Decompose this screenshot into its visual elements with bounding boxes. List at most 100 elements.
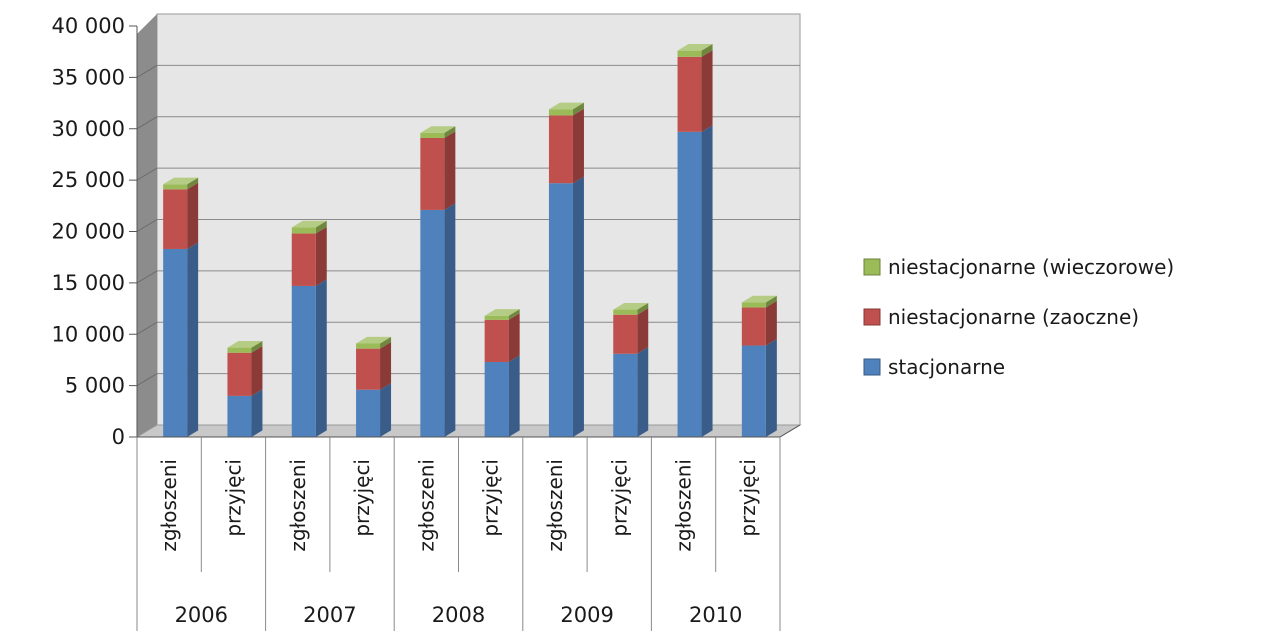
bar-front xyxy=(613,314,638,354)
bar-side xyxy=(572,108,584,184)
legend-label: niestacjonarne (wieczorowe) xyxy=(888,255,1174,279)
bar-front xyxy=(227,352,252,396)
legend-label: stacjonarne xyxy=(888,355,1005,379)
category-label: zgłoszeni xyxy=(414,459,438,552)
bar-side xyxy=(251,389,263,437)
bar-segment xyxy=(420,131,456,210)
x-axis: zgłoszeni przyjęci zgłoszeni przyjęci zgłosz… xyxy=(136,424,801,631)
bar-front xyxy=(163,189,188,249)
category-label: zgłoszeni xyxy=(543,459,567,552)
bar-segment xyxy=(484,313,520,362)
bar-side xyxy=(701,125,713,438)
bar-side xyxy=(444,203,456,437)
y-axis: 0 5 000 10 000 15 000 20 000 25 000 30 000 35 0… xyxy=(52,14,138,449)
bar-segment xyxy=(227,341,263,353)
bar-front xyxy=(613,309,638,315)
category-label: przyjęci xyxy=(607,459,631,537)
bar-segment xyxy=(741,338,777,437)
bar-side xyxy=(701,44,713,57)
bar-side xyxy=(444,131,456,210)
bar-segment xyxy=(163,242,199,437)
bar-top xyxy=(163,177,199,185)
gridline-side xyxy=(136,373,158,387)
bar-segment xyxy=(548,176,584,438)
legend-item: stacjonarne xyxy=(863,355,1005,379)
bar-segment xyxy=(548,102,584,116)
bar-side xyxy=(508,313,520,362)
bar-top xyxy=(291,220,327,228)
bar-top xyxy=(484,309,520,316)
gridline-side xyxy=(136,270,158,284)
bar-front xyxy=(677,56,702,132)
bar-side xyxy=(637,347,649,437)
bar-segment xyxy=(420,126,456,138)
bar-front xyxy=(356,389,381,437)
bar-segment xyxy=(613,347,649,437)
bar-segment xyxy=(291,226,327,286)
bar-side xyxy=(508,355,520,437)
y-tick-label: 25 000 xyxy=(52,168,125,192)
bar-front xyxy=(420,209,445,437)
bar-side xyxy=(572,176,584,438)
bar-segment xyxy=(163,182,199,249)
bar-top xyxy=(356,336,392,344)
group-label: 2010 xyxy=(689,603,742,627)
bar-side xyxy=(380,383,392,437)
y-tick-label: 5 000 xyxy=(65,374,125,398)
bar-front xyxy=(356,348,381,390)
category-label: przyjęci xyxy=(479,459,503,537)
bar-segment xyxy=(356,342,392,390)
bar-side xyxy=(444,126,456,138)
bar-front xyxy=(291,285,316,437)
bar-front xyxy=(741,302,766,308)
legend: niestacjonarne (wieczorowe) niestacjonarn… xyxy=(863,255,1174,379)
y-tick-label: 40 000 xyxy=(52,14,125,38)
gridline-side xyxy=(136,116,158,130)
y-tick-label: 20 000 xyxy=(52,220,125,244)
bars xyxy=(163,44,777,438)
bar-side xyxy=(380,342,392,390)
bar-side xyxy=(765,300,777,346)
bar-front xyxy=(420,132,445,138)
bar-front xyxy=(291,233,316,286)
group-label: 2006 xyxy=(175,603,228,627)
bar-side xyxy=(572,102,584,116)
bar-front xyxy=(227,395,252,437)
category-label: przyjęci xyxy=(350,459,374,537)
bar-segment xyxy=(741,295,777,308)
legend-swatch xyxy=(863,258,881,276)
bar-segment xyxy=(291,279,327,437)
category-label: zgłoszeni xyxy=(286,459,310,552)
bar-side xyxy=(315,279,327,437)
bar-segment xyxy=(741,300,777,346)
bar-segment xyxy=(227,389,263,437)
y-tick-label: 30 000 xyxy=(52,117,125,141)
group-label: 2007 xyxy=(303,603,356,627)
bar-side xyxy=(508,309,520,320)
bar-top xyxy=(677,44,713,51)
bar-front xyxy=(484,315,509,320)
bar-front xyxy=(163,184,188,190)
legend-label: niestacjonarne (zaoczne) xyxy=(888,305,1139,329)
bar-segment xyxy=(677,125,713,438)
bar-front xyxy=(484,319,509,362)
bar-side xyxy=(187,177,199,190)
category-label: zgłoszeni xyxy=(672,459,696,552)
bar-side xyxy=(251,341,263,353)
bar-front xyxy=(227,347,252,353)
bar-segment xyxy=(677,44,713,57)
bar-segment xyxy=(356,336,392,349)
category-label: przyjęci xyxy=(736,459,760,537)
bar-front xyxy=(420,137,445,210)
bar-front xyxy=(677,131,702,437)
bar-segment xyxy=(484,355,520,437)
bar-side xyxy=(251,346,263,396)
bar-segment xyxy=(548,108,584,184)
bar-top xyxy=(548,102,584,110)
bar-side xyxy=(765,338,777,437)
bar-segment xyxy=(356,383,392,437)
bar-segment xyxy=(291,220,327,234)
category-label: zgłoszeni xyxy=(157,459,181,552)
y-tick-label: 35 000 xyxy=(52,65,125,89)
